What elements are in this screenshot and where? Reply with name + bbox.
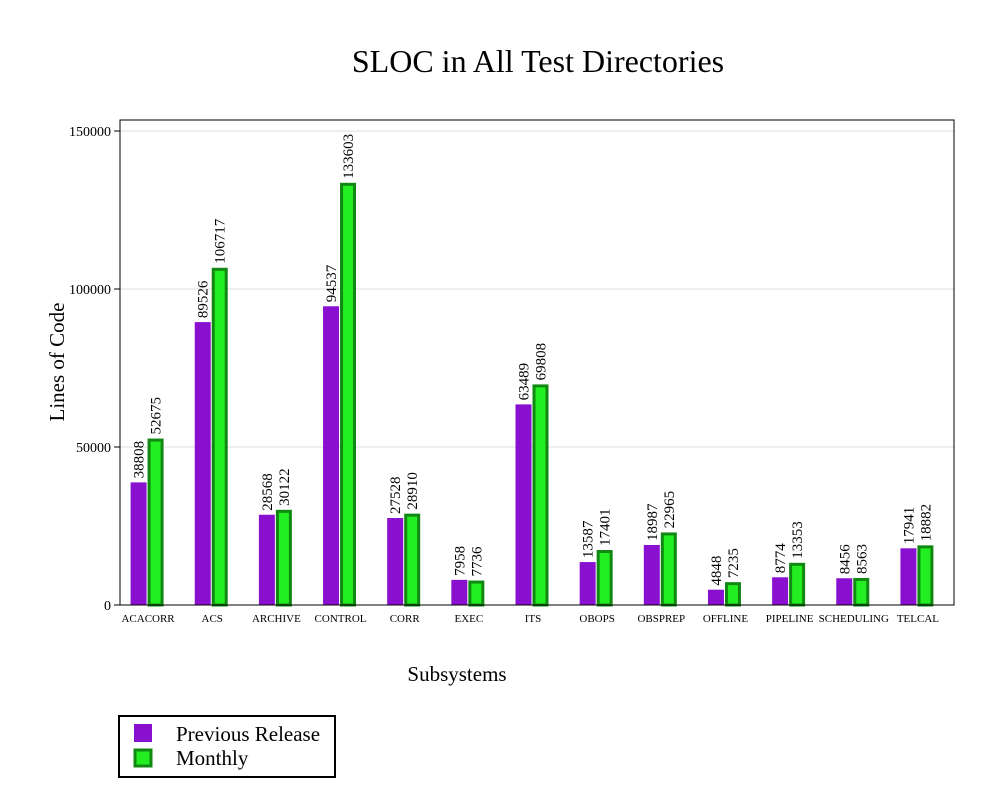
data-label-monthly-offline: 7235 [726, 548, 742, 578]
x-tick-label-obsprep: OBSPREP [637, 613, 685, 625]
y-tick-label-100000: 100000 [69, 283, 111, 298]
data-label-previous-release-obsprep: 18987 [645, 503, 661, 541]
bar-monthly-archive [275, 509, 292, 607]
data-label-previous-release-telcal: 17941 [901, 507, 917, 545]
data-label-previous-release-acacorr: 38808 [132, 441, 148, 479]
chart-title: SLOC in All Test Directories [352, 43, 724, 79]
data-label-previous-release-pipeline: 8774 [773, 543, 789, 574]
y-axis-ticks: 0 50000 100000 150000 [69, 125, 120, 614]
data-label-previous-release-offline: 4848 [709, 556, 725, 586]
data-label-previous-release-obops: 13587 [581, 520, 597, 558]
legend-swatch-previous-release [134, 724, 152, 742]
data-label-monthly-corr: 28910 [405, 472, 421, 510]
data-label-previous-release-corr: 27528 [388, 477, 404, 515]
data-label-previous-release-archive: 28568 [260, 473, 276, 511]
bar-previous-release-pipeline [772, 577, 789, 605]
bar-monthly-its [532, 384, 549, 607]
bars [130, 182, 934, 607]
bar-monthly-offline [724, 582, 741, 607]
x-tick-label-pipeline: PIPELINE [766, 613, 814, 625]
x-tick-label-acacorr: ACACORR [121, 613, 175, 625]
x-tick-label-exec: EXEC [454, 613, 483, 625]
data-label-monthly-acs: 106717 [213, 218, 229, 264]
x-tick-label-acs: ACS [202, 613, 223, 625]
x-tick-label-offline: OFFLINE [703, 613, 749, 625]
bar-monthly-scheduling [853, 577, 870, 607]
data-label-previous-release-acs: 89526 [196, 280, 212, 318]
data-label-previous-release-its: 63489 [517, 363, 533, 401]
x-tick-label-corr: CORR [390, 613, 421, 625]
bar-previous-release-scheduling [836, 578, 853, 605]
legend-frame [118, 715, 336, 778]
x-tick-label-its: ITS [525, 613, 542, 625]
bar-previous-release-telcal [900, 548, 917, 605]
bar-previous-release-offline [707, 589, 724, 605]
bar-monthly-acs [211, 267, 228, 607]
data-label-monthly-acacorr: 52675 [149, 397, 165, 435]
bar-previous-release-obsprep [643, 545, 660, 605]
bar-monthly-exec [468, 580, 485, 607]
data-label-monthly-obsprep: 22965 [662, 491, 678, 529]
x-tick-label-archive: ARCHIVE [252, 613, 301, 625]
data-label-monthly-telcal: 18882 [918, 504, 934, 542]
bar-monthly-control [340, 182, 357, 607]
bar-previous-release-its [515, 404, 532, 605]
data-label-monthly-archive: 30122 [277, 468, 293, 506]
x-tick-label-scheduling: SCHEDULING [819, 613, 889, 625]
data-label-monthly-exec: 7736 [469, 546, 485, 577]
bar-previous-release-control [323, 306, 340, 605]
data-label-previous-release-exec: 7958 [452, 546, 468, 576]
data-label-monthly-its: 69808 [534, 343, 550, 381]
bar-monthly-obsprep [660, 532, 677, 607]
legend-swatch-monthly [133, 748, 153, 768]
y-tick-label-150000: 150000 [69, 125, 111, 140]
legend-label-previous-release: Previous Release [176, 722, 320, 746]
x-axis-ticks: ACACORR ACS ARCHIVE CONTROL CORR EXEC ITS OBOPS… [121, 613, 939, 625]
bar-monthly-pipeline [789, 562, 806, 607]
bar-previous-release-acacorr [130, 482, 147, 605]
x-axis-label: Subsystems [407, 662, 506, 686]
bar-monthly-obops [596, 550, 613, 607]
x-tick-label-obops: OBOPS [579, 613, 614, 625]
y-tick-label-0: 0 [104, 599, 111, 614]
bar-previous-release-acs [194, 322, 211, 605]
bar-monthly-acacorr [147, 438, 164, 607]
data-label-previous-release-control: 94537 [324, 264, 340, 302]
legend: Previous Release Monthly [118, 715, 336, 778]
bar-monthly-telcal [917, 545, 934, 607]
x-tick-label-control: CONTROL [315, 613, 367, 625]
bar-previous-release-archive [258, 514, 275, 605]
data-label-monthly-scheduling: 8563 [854, 544, 870, 574]
y-axis-label: Lines of Code [45, 303, 69, 422]
data-label-monthly-obops: 17401 [598, 509, 614, 547]
data-label-monthly-pipeline: 13353 [790, 521, 806, 559]
x-tick-label-telcal: TELCAL [897, 613, 939, 625]
plot-area-frame [119, 119, 955, 606]
bar-monthly-corr [404, 513, 421, 607]
data-label-monthly-control: 133603 [341, 134, 357, 179]
bar-previous-release-exec [451, 579, 468, 605]
legend-label-monthly: Monthly [176, 746, 249, 770]
bar-previous-release-corr [387, 518, 404, 605]
data-label-previous-release-scheduling: 8456 [837, 544, 853, 575]
y-tick-label-50000: 50000 [76, 441, 111, 456]
bar-previous-release-obops [579, 562, 596, 605]
